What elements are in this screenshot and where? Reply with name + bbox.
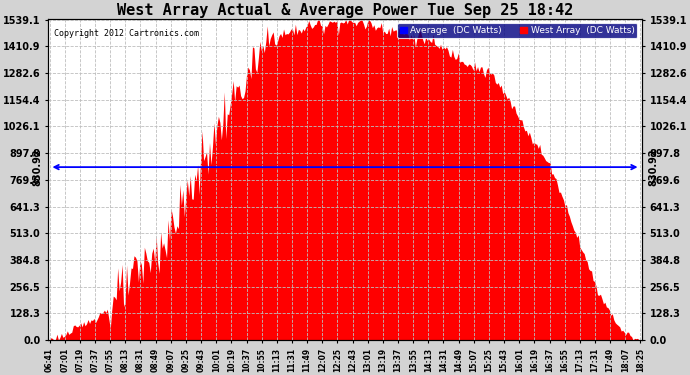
- Text: 830.92: 830.92: [32, 148, 42, 186]
- Legend: Average  (DC Watts), West Array  (DC Watts): Average (DC Watts), West Array (DC Watts…: [397, 24, 638, 38]
- Title: West Array Actual & Average Power Tue Sep 25 18:42: West Array Actual & Average Power Tue Se…: [117, 3, 573, 18]
- Text: Copyright 2012 Cartronics.com: Copyright 2012 Cartronics.com: [54, 28, 199, 38]
- Text: 830.92: 830.92: [648, 148, 658, 186]
